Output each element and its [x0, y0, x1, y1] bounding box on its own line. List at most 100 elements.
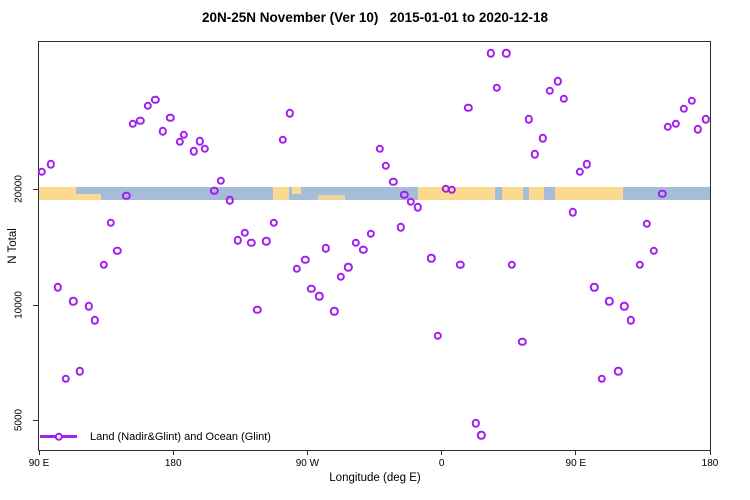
land-patch	[39, 187, 76, 201]
x-tick-label: 90 E	[565, 458, 587, 469]
data-point	[90, 316, 100, 325]
data-point	[136, 116, 145, 126]
data-point	[200, 144, 209, 153]
data-point	[253, 305, 262, 314]
x-tick-label: 90 W	[295, 458, 320, 469]
legend-label: Land (Nadir&Glint) and Ocean (Glint)	[90, 430, 271, 443]
data-point	[106, 218, 115, 228]
data-point	[492, 83, 501, 93]
legend-marker	[40, 432, 77, 441]
data-point	[597, 374, 607, 384]
data-point	[292, 264, 302, 273]
data-point	[658, 189, 667, 199]
land-patch	[291, 187, 302, 195]
data-point	[559, 94, 569, 103]
land-patch	[417, 187, 495, 201]
x-tick	[709, 450, 711, 455]
y-tick-label: 10000	[13, 290, 25, 319]
data-point	[262, 237, 271, 246]
data-point	[426, 254, 436, 263]
data-point	[388, 177, 398, 186]
data-point	[151, 95, 160, 104]
data-point	[471, 419, 481, 428]
data-point	[225, 195, 235, 205]
data-point	[285, 109, 294, 118]
data-point	[179, 130, 188, 139]
plot-area: 90 E 180 90 W 0 90 E 180 5000 10000 20000	[14, 41, 718, 469]
data-point	[336, 272, 346, 282]
data-point	[456, 260, 465, 269]
data-point	[575, 167, 584, 176]
data-point	[486, 49, 495, 58]
land-patch	[528, 187, 545, 201]
data-point	[447, 185, 457, 195]
legend: Land (Nadir&Glint) and Ocean (Glint)	[40, 429, 271, 444]
x-axis-title: Longitude (deg E)	[329, 472, 421, 484]
data-point	[84, 301, 94, 311]
y-axis-title: N Total	[7, 228, 19, 264]
data-point	[582, 160, 592, 169]
x-tick	[575, 450, 577, 455]
data-point	[210, 186, 219, 195]
data-point	[626, 316, 636, 325]
data-point	[158, 126, 167, 136]
data-point	[269, 218, 279, 228]
data-point	[247, 238, 256, 247]
data-point	[605, 296, 614, 306]
data-point	[143, 101, 153, 111]
data-point	[61, 374, 71, 384]
data-point	[321, 244, 331, 253]
data-point	[507, 260, 516, 269]
x-tick	[38, 450, 40, 455]
data-point	[687, 96, 697, 105]
y-tick-label: 20000	[13, 175, 25, 203]
data-point	[113, 246, 122, 256]
data-point	[330, 307, 339, 316]
y-tick	[33, 420, 38, 421]
land-patch	[273, 187, 290, 201]
data-point	[189, 146, 199, 156]
data-point	[46, 160, 56, 169]
data-point	[37, 167, 47, 176]
chart-title: 20N-25N November (Ver 10) 2015-01-01 to …	[202, 10, 548, 25]
data-point	[122, 191, 131, 200]
x-tick-label: 180	[701, 458, 719, 469]
data-point	[413, 203, 422, 212]
land-patch	[317, 195, 345, 200]
land-patch	[554, 187, 623, 201]
y-tick	[33, 304, 38, 306]
x-tick-label: 0	[438, 458, 445, 469]
data-point	[663, 122, 672, 131]
data-point	[53, 282, 62, 292]
data-point	[642, 219, 651, 229]
data-point	[375, 144, 384, 153]
y-tick-label: 5000	[13, 408, 25, 432]
data-point	[366, 229, 375, 238]
data-point	[400, 190, 409, 200]
world-map-band	[39, 187, 710, 201]
data-point	[278, 135, 287, 144]
data-point	[359, 245, 368, 254]
data-point	[538, 134, 548, 143]
data-point	[166, 113, 175, 122]
data-point	[693, 125, 703, 134]
land-patch	[75, 193, 101, 201]
data-point	[99, 260, 109, 269]
data-point	[381, 161, 390, 170]
open-circle-icon	[54, 432, 63, 441]
data-point	[476, 431, 486, 440]
data-point	[568, 207, 578, 217]
data-point	[553, 76, 563, 86]
data-point	[502, 49, 511, 58]
data-point	[679, 104, 689, 113]
x-tick-label: 180	[164, 458, 182, 469]
data-point	[396, 223, 405, 232]
data-point	[464, 103, 473, 112]
data-point	[701, 115, 710, 124]
data-point	[344, 263, 353, 272]
data-point	[406, 197, 416, 207]
data-point	[433, 331, 443, 340]
x-tick	[306, 450, 308, 455]
data-point	[300, 255, 310, 264]
data-point	[128, 119, 138, 128]
